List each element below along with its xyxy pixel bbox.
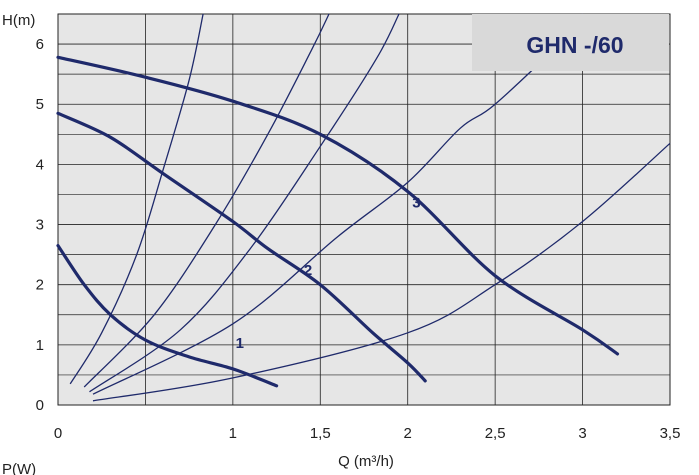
y-tick-label: 1 (36, 337, 44, 354)
model-label: GHN -/60 (526, 32, 623, 58)
x-axis-title: Q (m³/h) (338, 453, 394, 470)
model-label-background (472, 14, 669, 71)
x-tick-label: 2 (404, 425, 412, 442)
y-tick-label: 0 (36, 397, 44, 414)
system-curve (69, 13, 204, 385)
pump-curve-2 (56, 111, 427, 383)
y-tick-label: 6 (36, 36, 44, 53)
x-tick-label: 3 (578, 425, 586, 442)
system-curve (89, 13, 400, 393)
x-tick-label: 0 (54, 425, 62, 442)
system-curve (83, 13, 330, 388)
plot-border (57, 13, 671, 406)
pump-curve-3 (56, 55, 620, 356)
y-axis-ticks: 0 1 2 3 4 5 6 (36, 36, 44, 414)
y-tick-label: 5 (36, 96, 44, 113)
pump-curve-label: 1 (236, 335, 244, 352)
x-tick-label: 2,5 (485, 425, 506, 442)
x-axis-ticks: 0 1 1,5 2 2,5 3 3,5 (54, 425, 681, 442)
y-tick-label: 3 (36, 217, 44, 234)
pump-curve-1 (56, 244, 279, 388)
y-axis-title: H(m) (2, 12, 35, 29)
curves: 1 2 3 (56, 13, 671, 402)
system-curve (92, 142, 671, 402)
pump-curve-label: 3 (412, 195, 420, 212)
power-axis-title: P(W) (2, 461, 36, 475)
pump-curve-label: 2 (304, 262, 312, 279)
y-tick-label: 2 (36, 277, 44, 294)
x-tick-label: 1,5 (310, 425, 331, 442)
model-label-box: GHN -/60 (472, 14, 669, 71)
x-tick-label: 3,5 (660, 425, 681, 442)
x-tick-label: 1 (229, 425, 237, 442)
y-tick-label: 4 (36, 156, 44, 173)
